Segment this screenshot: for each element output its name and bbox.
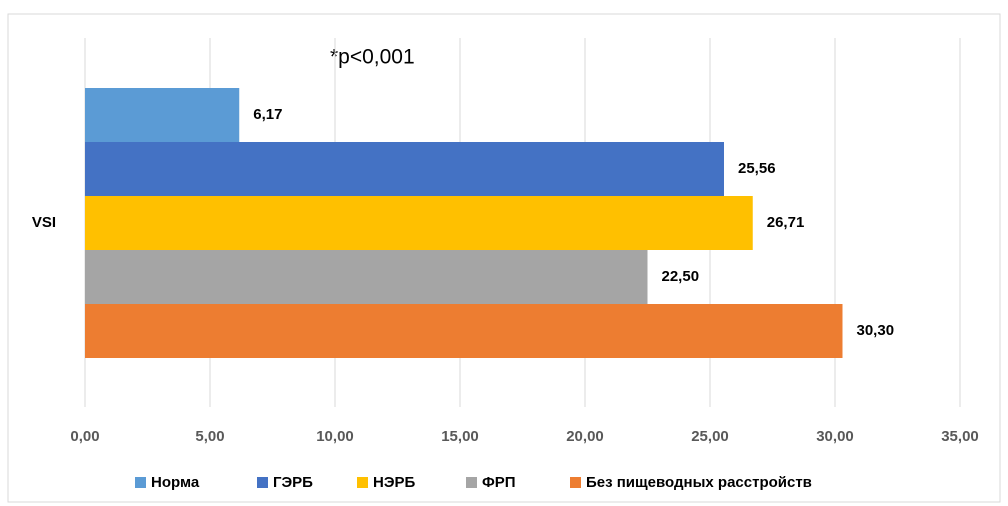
legend-swatch (257, 477, 268, 488)
data-label: 25,56 (738, 160, 776, 177)
bar (85, 142, 724, 196)
data-label: 26,71 (767, 214, 805, 231)
data-label: 6,17 (253, 106, 282, 123)
x-tick-label: 0,00 (70, 428, 99, 445)
x-tick-label: 5,00 (195, 428, 224, 445)
legend-swatch (466, 477, 477, 488)
legend-label: НЭРБ (373, 474, 416, 491)
x-tick-label: 10,00 (316, 428, 354, 445)
legend-swatch (570, 477, 581, 488)
x-tick-label: 20,00 (566, 428, 604, 445)
legend-label: Норма (151, 474, 200, 491)
legend-label: ФРП (482, 474, 516, 491)
x-tick-label: 30,00 (816, 428, 854, 445)
bar (85, 88, 240, 142)
legend-label: ГЭРБ (273, 474, 313, 491)
bar (85, 304, 843, 358)
annotation: *p<0,001 (330, 46, 415, 69)
data-label: 22,50 (662, 268, 700, 285)
x-tick-label: 35,00 (941, 428, 979, 445)
x-tick-label: 25,00 (691, 428, 729, 445)
legend-label: Без пищеводных расстройств (586, 474, 812, 491)
data-label: 30,30 (857, 322, 895, 339)
bar (85, 250, 648, 304)
bar (85, 196, 753, 250)
x-tick-label: 15,00 (441, 428, 479, 445)
legend-swatch (357, 477, 368, 488)
legend-swatch (135, 477, 146, 488)
y-tick-label: VSI (32, 214, 56, 231)
